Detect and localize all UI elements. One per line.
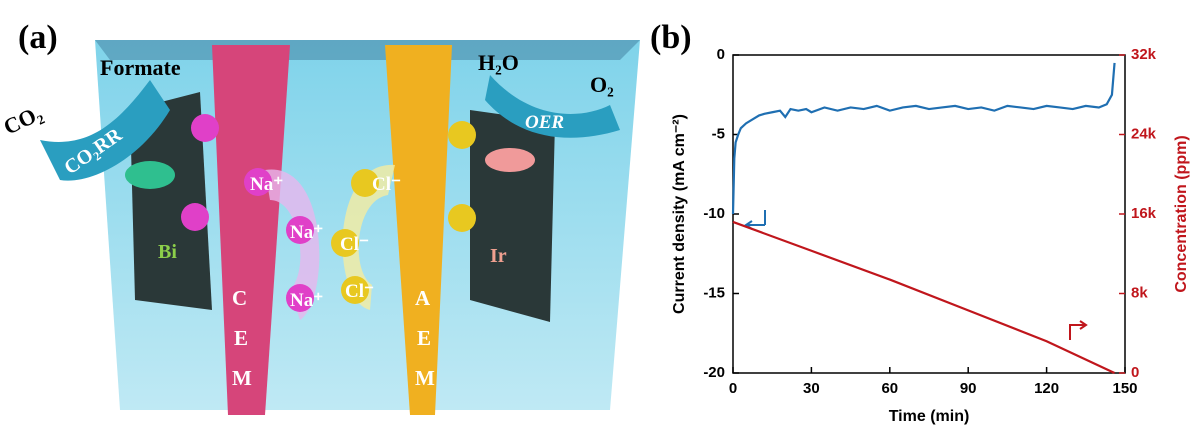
y2-tick-label: 16k — [1131, 205, 1157, 222]
catalyst — [485, 148, 535, 172]
panel-label: (a) — [18, 19, 58, 56]
figure: (a) Formate CO₂ CO₂RR H₂O O₂ OER Na⁺ Na⁺… — [0, 0, 1195, 433]
x-tick-label: 150 — [1112, 380, 1137, 397]
label: Na⁺ — [290, 290, 323, 311]
y-tick-label: 0 — [717, 46, 725, 63]
panel-label: (b) — [650, 19, 692, 56]
label: Formate — [100, 55, 181, 80]
label: CO₂ — [0, 100, 46, 140]
data-line — [733, 222, 1115, 373]
ion — [448, 121, 476, 149]
label: H₂O — [478, 50, 519, 75]
ion — [181, 203, 209, 231]
label: Cl⁻ — [340, 234, 369, 255]
data-line — [733, 63, 1115, 214]
label: E — [417, 326, 431, 350]
ion — [191, 114, 219, 142]
y-tick-label: -15 — [703, 284, 725, 301]
label: Bi — [158, 241, 177, 263]
plot-frame — [733, 55, 1125, 373]
y2-tick-label: 0 — [1131, 364, 1139, 381]
y2-tick-label: 24k — [1131, 125, 1157, 142]
label: Na⁺ — [250, 174, 283, 195]
y2-tick-label: 32k — [1131, 46, 1157, 63]
x-axis-label: Time (min) — [889, 408, 970, 425]
label: E — [234, 326, 248, 350]
x-tick-label: 90 — [960, 380, 977, 397]
y-tick-label: -20 — [703, 364, 725, 381]
x-tick-label: 0 — [729, 380, 737, 397]
y-tick-label: -5 — [712, 125, 725, 142]
axis-arrow — [1070, 321, 1086, 340]
panel-a: (a) Formate CO₂ CO₂RR H₂O O₂ OER Na⁺ Na⁺… — [0, 19, 640, 415]
label: Cl⁻ — [345, 281, 374, 302]
label: C — [232, 286, 247, 310]
label: OER — [525, 112, 564, 133]
label: Ir — [490, 245, 507, 267]
label: M — [415, 366, 435, 390]
anode — [470, 110, 555, 322]
label: M — [232, 366, 252, 390]
y-tick-label: -10 — [703, 205, 725, 222]
y2-tick-label: 8k — [1131, 284, 1148, 301]
y2-axis-label: Concentration (ppm) — [1173, 135, 1190, 292]
axis-arrow — [746, 210, 765, 229]
label: Na⁺ — [290, 222, 323, 243]
catalyst — [125, 161, 175, 189]
x-tick-label: 60 — [881, 380, 898, 397]
x-tick-label: 120 — [1034, 380, 1059, 397]
label: Cl⁻ — [372, 174, 401, 195]
label: O₂ — [590, 72, 614, 97]
y-axis-label: Current density (mA cm⁻²) — [671, 114, 688, 314]
label: A — [415, 286, 431, 310]
x-tick-label: 30 — [803, 380, 820, 397]
ion — [448, 204, 476, 232]
